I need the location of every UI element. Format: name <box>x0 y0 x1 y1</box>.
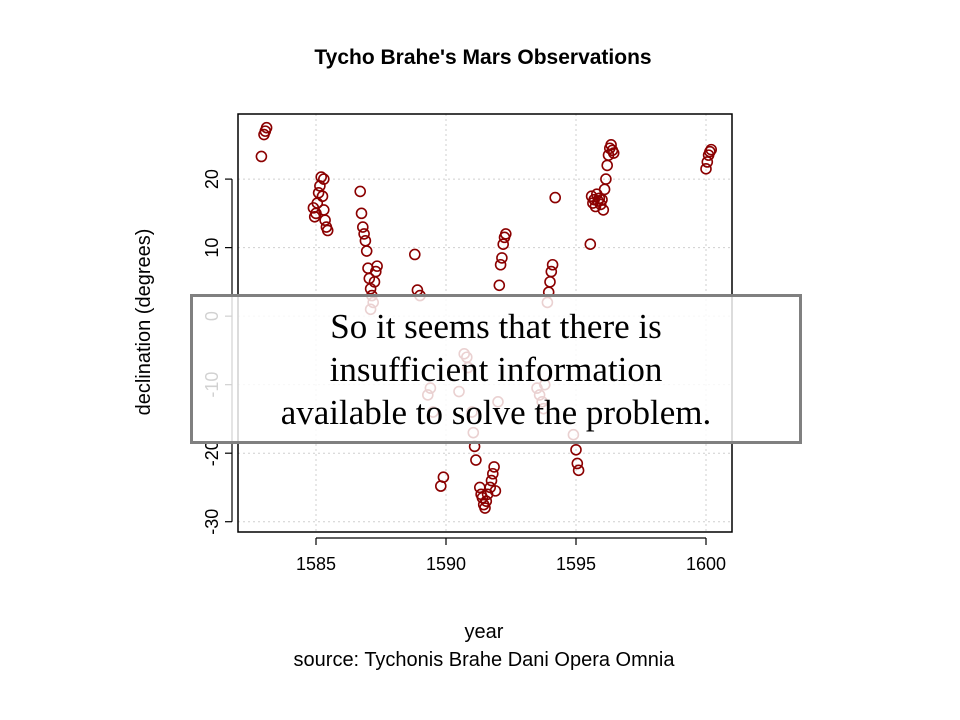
data-point <box>601 159 614 172</box>
data-point <box>546 258 559 271</box>
x-tick-label: 1600 <box>686 554 726 574</box>
data-point <box>356 221 369 233</box>
data-points <box>255 121 718 514</box>
data-point <box>369 265 382 278</box>
y-tick-label: 20 <box>202 169 222 189</box>
data-point <box>354 185 367 198</box>
data-point <box>545 265 558 278</box>
data-point <box>485 474 498 487</box>
data-point <box>594 198 607 211</box>
data-point <box>312 187 325 199</box>
data-point <box>321 224 334 237</box>
overlay-line-3: available to solve the problem. <box>280 392 712 432</box>
data-point <box>480 495 493 507</box>
data-point <box>315 171 328 183</box>
overlay-text: So it seems that there is insufficient i… <box>281 305 712 434</box>
chart-title: Tycho Brahe's Mars Observations <box>314 46 651 69</box>
x-axis: 1585 1590 1595 1600 <box>296 537 726 574</box>
data-point <box>255 150 268 163</box>
slide-overlay-box: So it seems that there is insufficient i… <box>190 294 802 444</box>
x-tick-label: 1585 <box>296 554 336 574</box>
data-point <box>494 258 507 271</box>
overlay-line-2: insufficient information <box>329 349 663 389</box>
chart-source-caption: source: Tychonis Brahe Dani Opera Omnia <box>294 649 676 671</box>
data-point <box>700 163 712 175</box>
data-point <box>479 502 491 514</box>
data-point <box>486 467 499 480</box>
data-point <box>493 279 506 292</box>
data-point <box>607 147 620 159</box>
data-point <box>371 260 383 272</box>
data-point <box>571 457 584 470</box>
data-point <box>600 173 612 185</box>
data-point <box>496 252 508 264</box>
data-point <box>317 173 330 185</box>
data-point <box>701 156 714 168</box>
data-point <box>408 248 421 261</box>
y-tick-label: -20 <box>202 440 222 466</box>
data-point <box>437 471 450 483</box>
data-point <box>597 204 610 216</box>
data-point <box>359 234 372 247</box>
data-point <box>605 139 617 151</box>
data-point <box>570 443 582 456</box>
data-point <box>584 238 597 250</box>
y-tick-label: 10 <box>202 238 222 258</box>
data-point <box>358 228 370 240</box>
data-point <box>470 454 482 466</box>
data-point <box>572 464 585 477</box>
y-tick-label: -30 <box>202 509 222 535</box>
data-point <box>598 183 611 196</box>
data-point <box>705 143 718 156</box>
data-point <box>489 485 502 497</box>
x-axis-label: year <box>465 621 504 643</box>
data-point <box>360 245 373 257</box>
x-tick-label: 1590 <box>426 554 466 574</box>
x-tick-label: 1595 <box>556 554 596 574</box>
data-point <box>316 190 329 203</box>
data-point <box>544 276 556 288</box>
y-axis-label: declination (degrees) <box>133 229 155 416</box>
data-point <box>488 461 500 473</box>
data-point <box>260 121 273 134</box>
data-point <box>319 214 331 227</box>
data-point <box>549 191 562 204</box>
overlay-line-1: So it seems that there is <box>330 306 662 346</box>
data-point <box>497 238 510 250</box>
data-point <box>499 228 512 240</box>
data-point <box>355 207 368 220</box>
